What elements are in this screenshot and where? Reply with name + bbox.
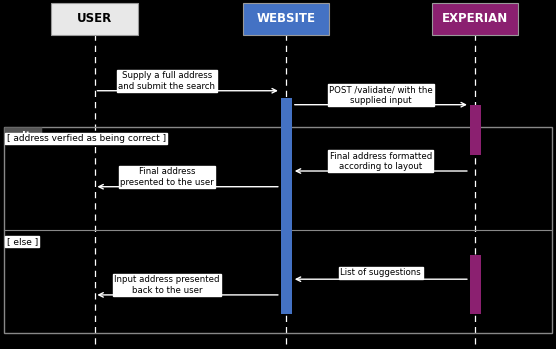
Text: Final address formatted
according to layout: Final address formatted according to lay… (330, 151, 432, 171)
Text: [ address verfied as being correct ]: [ address verfied as being correct ] (7, 134, 166, 143)
Bar (433, 3, 519, 35)
Text: alt: alt (16, 131, 31, 141)
Text: EXPERIAN: EXPERIAN (442, 12, 509, 25)
Bar (4, 127, 552, 333)
Bar (281, 237, 292, 314)
Bar (52, 3, 138, 35)
Bar (244, 3, 329, 35)
Text: Input address presented
back to the user: Input address presented back to the user (114, 275, 220, 295)
Text: Final address
presented to the user: Final address presented to the user (120, 167, 214, 187)
Text: WEBSITE: WEBSITE (257, 12, 316, 25)
Polygon shape (4, 127, 42, 144)
Bar (470, 255, 481, 314)
Text: Supply a full address
and submit the search: Supply a full address and submit the sea… (118, 71, 215, 91)
Text: POST /validate/ with the
supplied input: POST /validate/ with the supplied input (329, 85, 433, 105)
Bar (281, 98, 292, 237)
Text: [ else ]: [ else ] (7, 237, 38, 246)
Text: List of suggestions: List of suggestions (340, 268, 421, 277)
Bar (470, 105, 481, 155)
Text: USER: USER (77, 12, 112, 25)
